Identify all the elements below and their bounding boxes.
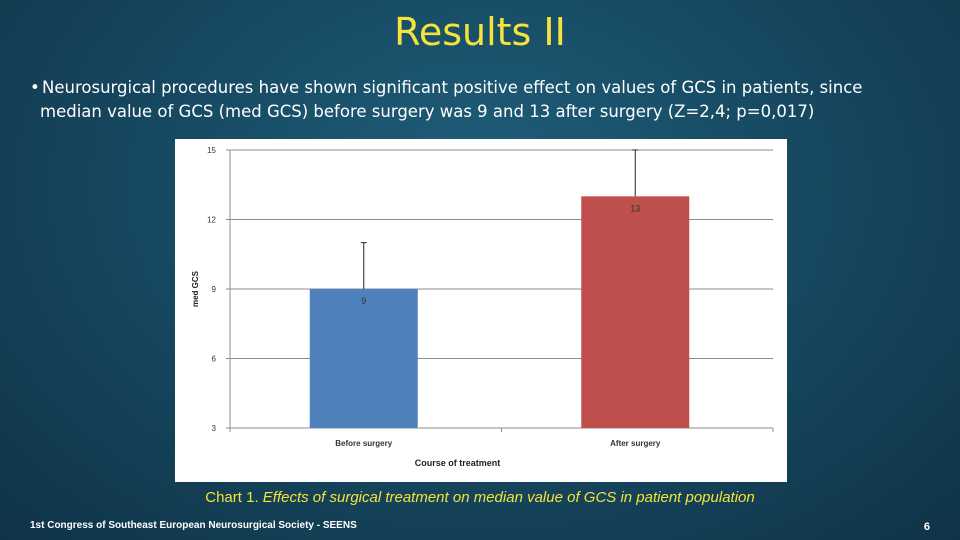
data-label: 9	[361, 296, 366, 306]
slide-title: Results II	[394, 10, 566, 54]
bullet-marker: •	[30, 78, 40, 97]
y-tick-label: 9	[212, 285, 217, 294]
x-tick-label: Before surgery	[335, 439, 392, 448]
chart-container: 3 6 9 12 15 9 Before surgery 13 After surgery Cou…	[175, 139, 787, 482]
footer-text: 1st Congress of Southeast European Neuro…	[30, 520, 357, 531]
y-tick-label: 3	[212, 424, 217, 433]
chart-caption: Chart 1. Effects of surgical treatment o…	[0, 489, 960, 506]
x-axis-title: Course of treatment	[415, 458, 501, 468]
bullet-line-2: median value of GCS (med GCS) before sur…	[40, 102, 815, 121]
bullet-text: • Neurosurgical procedures have shown sig…	[30, 76, 940, 124]
y-axis-title: med GCS	[191, 270, 200, 307]
bar-chart: 3 6 9 12 15 9 Before surgery 13 After surgery Cou…	[191, 146, 774, 468]
data-label: 13	[630, 203, 640, 213]
y-tick-label: 15	[207, 146, 216, 155]
y-tick-label: 6	[212, 355, 217, 364]
x-tick-label: After surgery	[610, 439, 661, 448]
bar	[581, 196, 690, 428]
caption-prefix: Chart 1.	[205, 489, 259, 506]
caption-text: Effects of surgical treatment on median …	[262, 489, 755, 506]
bar	[309, 289, 418, 428]
bullet-line-1: Neurosurgical procedures have shown sign…	[42, 78, 863, 97]
y-tick-label: 12	[207, 216, 216, 225]
page-number: 6	[923, 521, 930, 533]
